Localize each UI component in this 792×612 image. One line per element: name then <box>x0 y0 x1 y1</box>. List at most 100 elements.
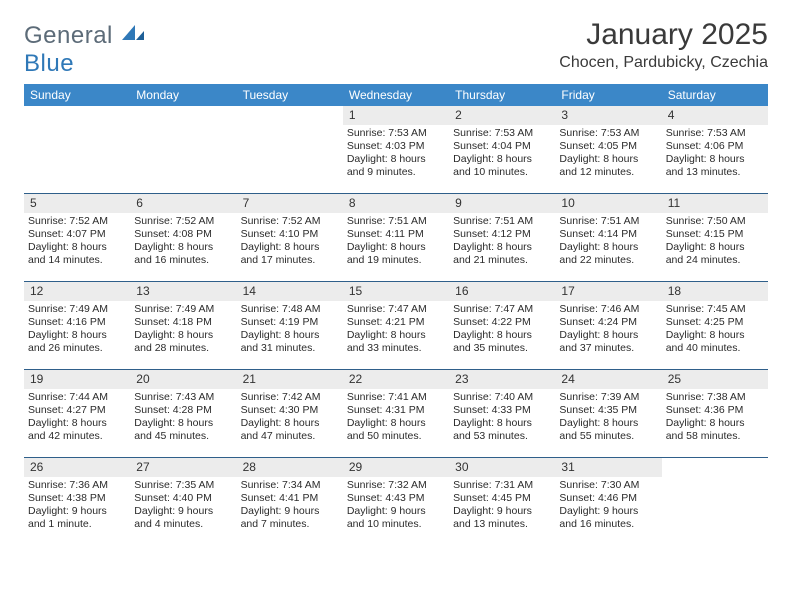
daylight-text: Daylight: 8 hours and 19 minutes. <box>347 241 445 267</box>
sunrise-text: Sunrise: 7:51 AM <box>347 215 445 228</box>
calendar-cell: 28Sunrise: 7:34 AMSunset: 4:41 PMDayligh… <box>237 458 343 546</box>
brand-name-2: Blue <box>24 50 74 77</box>
sunset-text: Sunset: 4:46 PM <box>559 492 657 505</box>
sunset-text: Sunset: 4:04 PM <box>453 140 551 153</box>
day-number: 23 <box>449 370 555 389</box>
day-number: 29 <box>343 458 449 477</box>
day-number: 2 <box>449 106 555 125</box>
daylight-text: Daylight: 8 hours and 55 minutes. <box>559 417 657 443</box>
daylight-text: Daylight: 8 hours and 9 minutes. <box>347 153 445 179</box>
daylight-text: Daylight: 8 hours and 33 minutes. <box>347 329 445 355</box>
sunset-text: Sunset: 4:40 PM <box>134 492 232 505</box>
sunset-text: Sunset: 4:21 PM <box>347 316 445 329</box>
daylight-text: Daylight: 8 hours and 12 minutes. <box>559 153 657 179</box>
calendar-cell-empty <box>130 106 236 194</box>
calendar-cell: 30Sunrise: 7:31 AMSunset: 4:45 PMDayligh… <box>449 458 555 546</box>
day-number: 30 <box>449 458 555 477</box>
brand-logo: General Blue <box>24 22 144 78</box>
day-number: 25 <box>662 370 768 389</box>
calendar-cell: 12Sunrise: 7:49 AMSunset: 4:16 PMDayligh… <box>24 282 130 370</box>
daylight-text: Daylight: 8 hours and 58 minutes. <box>666 417 764 443</box>
calendar-cell: 22 Sunrise: 7:41 AMSunset: 4:31 PMDayligh… <box>343 370 449 458</box>
sunrise-text: Sunrise: 7:50 AM <box>666 215 764 228</box>
day-number: 14 <box>237 282 343 301</box>
sunset-text: Sunset: 4:22 PM <box>453 316 551 329</box>
daylight-text: Daylight: 8 hours and 50 minutes. <box>347 417 445 443</box>
sunset-text: Sunset: 4:11 PM <box>347 228 445 241</box>
day-number: 21 <box>237 370 343 389</box>
sunset-text: Sunset: 4:45 PM <box>453 492 551 505</box>
daylight-text: Daylight: 9 hours and 13 minutes. <box>453 505 551 531</box>
sunset-text: Sunset: 4:08 PM <box>134 228 232 241</box>
calendar-cell: 18Sunrise: 7:45 AMSunset: 4:25 PMDayligh… <box>662 282 768 370</box>
sunrise-text: Sunrise: 7:40 AM <box>453 391 551 404</box>
daylight-text: Daylight: 9 hours and 1 minute. <box>28 505 126 531</box>
calendar-cell: 21Sunrise: 7:42 AMSunset: 4:30 PMDayligh… <box>237 370 343 458</box>
sunset-text: Sunset: 4:27 PM <box>28 404 126 417</box>
daylight-text: Daylight: 9 hours and 10 minutes. <box>347 505 445 531</box>
sunrise-text: Sunrise: 7:35 AM <box>134 479 232 492</box>
sunset-text: Sunset: 4:38 PM <box>28 492 126 505</box>
calendar-cell: 4Sunrise: 7:53 AMSunset: 4:06 PMDaylight… <box>662 106 768 194</box>
day-number: 17 <box>555 282 661 301</box>
sunset-text: Sunset: 4:43 PM <box>347 492 445 505</box>
day-number: 11 <box>662 194 768 213</box>
daylight-text: Daylight: 8 hours and 35 minutes. <box>453 329 551 355</box>
calendar-cell: 9Sunrise: 7:51 AMSunset: 4:12 PMDaylight… <box>449 194 555 282</box>
sunrise-text: Sunrise: 7:53 AM <box>347 127 445 140</box>
day-number: 27 <box>130 458 236 477</box>
sunrise-text: Sunrise: 7:46 AM <box>559 303 657 316</box>
day-number: 6 <box>130 194 236 213</box>
sunset-text: Sunset: 4:12 PM <box>453 228 551 241</box>
calendar-cell: 15Sunrise: 7:47 AMSunset: 4:21 PMDayligh… <box>343 282 449 370</box>
sunset-text: Sunset: 4:06 PM <box>666 140 764 153</box>
daylight-text: Daylight: 8 hours and 22 minutes. <box>559 241 657 267</box>
sunset-text: Sunset: 4:18 PM <box>134 316 232 329</box>
sunset-text: Sunset: 4:19 PM <box>241 316 339 329</box>
sunset-text: Sunset: 4:24 PM <box>559 316 657 329</box>
day-number: 13 <box>130 282 236 301</box>
sail-icon <box>122 25 144 43</box>
calendar-cell-empty <box>662 458 768 546</box>
daylight-text: Daylight: 8 hours and 13 minutes. <box>666 153 764 179</box>
sunrise-text: Sunrise: 7:45 AM <box>666 303 764 316</box>
sunrise-text: Sunrise: 7:39 AM <box>559 391 657 404</box>
sunset-text: Sunset: 4:31 PM <box>347 404 445 417</box>
sunrise-text: Sunrise: 7:51 AM <box>453 215 551 228</box>
sunrise-text: Sunrise: 7:47 AM <box>453 303 551 316</box>
sunrise-text: Sunrise: 7:53 AM <box>453 127 551 140</box>
calendar-cell: 31Sunrise: 7:30 AMSunset: 4:46 PMDayligh… <box>555 458 661 546</box>
daylight-text: Daylight: 8 hours and 45 minutes. <box>134 417 232 443</box>
day-number: 31 <box>555 458 661 477</box>
daylight-text: Daylight: 8 hours and 28 minutes. <box>134 329 232 355</box>
daylight-text: Daylight: 8 hours and 42 minutes. <box>28 417 126 443</box>
daylight-text: Daylight: 8 hours and 53 minutes. <box>453 417 551 443</box>
calendar-cell: 24Sunrise: 7:39 AMSunset: 4:35 PMDayligh… <box>555 370 661 458</box>
sunset-text: Sunset: 4:16 PM <box>28 316 126 329</box>
sunrise-text: Sunrise: 7:41 AM <box>347 391 445 404</box>
calendar-cell: 10Sunrise: 7:51 AMSunset: 4:14 PMDayligh… <box>555 194 661 282</box>
weekday-header: Saturday <box>662 84 768 106</box>
sunset-text: Sunset: 4:10 PM <box>241 228 339 241</box>
calendar-cell-empty <box>24 106 130 194</box>
sunset-text: Sunset: 4:03 PM <box>347 140 445 153</box>
day-number: 26 <box>24 458 130 477</box>
day-number: 22 <box>343 370 449 389</box>
sunrise-text: Sunrise: 7:51 AM <box>559 215 657 228</box>
calendar-cell: 5Sunrise: 7:52 AMSunset: 4:07 PMDaylight… <box>24 194 130 282</box>
daylight-text: Daylight: 8 hours and 24 minutes. <box>666 241 764 267</box>
calendar-cell: 6Sunrise: 7:52 AMSunset: 4:08 PMDaylight… <box>130 194 236 282</box>
calendar-cell: 29Sunrise: 7:32 AMSunset: 4:43 PMDayligh… <box>343 458 449 546</box>
calendar-cell: 23 Sunrise: 7:40 AMSunset: 4:33 PMDayligh… <box>449 370 555 458</box>
daylight-text: Daylight: 8 hours and 26 minutes. <box>28 329 126 355</box>
calendar-cell: 14Sunrise: 7:48 AMSunset: 4:19 PMDayligh… <box>237 282 343 370</box>
day-number: 12 <box>24 282 130 301</box>
daylight-text: Daylight: 8 hours and 40 minutes. <box>666 329 764 355</box>
day-number: 28 <box>237 458 343 477</box>
calendar-cell: 8Sunrise: 7:51 AMSunset: 4:11 PMDaylight… <box>343 194 449 282</box>
sunset-text: Sunset: 4:33 PM <box>453 404 551 417</box>
day-number: 18 <box>662 282 768 301</box>
daylight-text: Daylight: 9 hours and 4 minutes. <box>134 505 232 531</box>
calendar-cell: 1Sunrise: 7:53 AMSunset: 4:03 PMDaylight… <box>343 106 449 194</box>
daylight-text: Daylight: 8 hours and 37 minutes. <box>559 329 657 355</box>
